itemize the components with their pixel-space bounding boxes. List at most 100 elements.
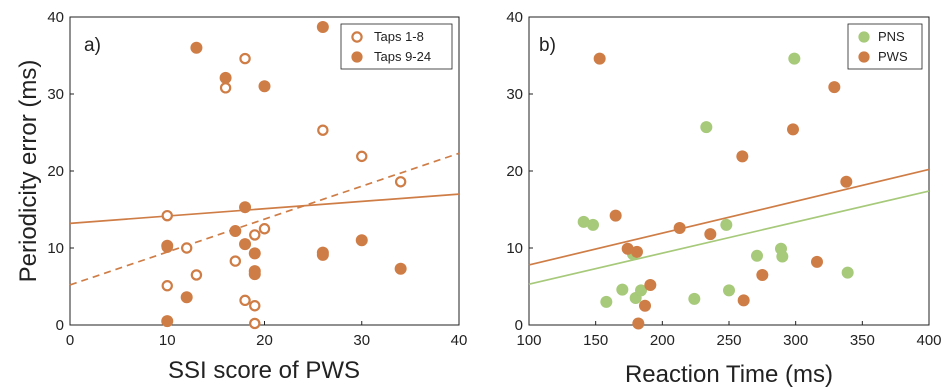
point-pns — [600, 295, 613, 308]
point-taps-9-24 — [190, 41, 203, 54]
point-pns — [841, 266, 854, 279]
y-tick-label: 20 — [506, 163, 523, 180]
legend-box-b — [847, 23, 923, 70]
point-pns — [635, 284, 647, 297]
trend-lines-b — [528, 168, 930, 286]
x-tick-label: 400 — [916, 332, 941, 349]
legend-b: PNS PWS — [847, 23, 923, 70]
point-taps-9-24 — [394, 262, 407, 275]
x-axis-label-b: Reaction Time (ms) — [625, 361, 833, 388]
x-axis-label-a: SSI score of PWS — [168, 357, 360, 384]
point-pws — [756, 268, 769, 281]
trend-lines-a — [69, 152, 460, 286]
point-pws — [673, 221, 686, 234]
point-pws — [787, 123, 799, 136]
point-taps-9-24 — [219, 71, 232, 84]
trend-line-pns — [528, 190, 930, 286]
legend-marker-taps-1-8 — [351, 31, 363, 43]
point-taps-9-24 — [248, 247, 261, 260]
point-pws — [840, 175, 853, 188]
x-tick-label: 30 — [353, 332, 370, 349]
trend-line-pws — [528, 168, 930, 266]
point-taps-1-8 — [356, 150, 368, 163]
y-tick-label: 0 — [515, 317, 523, 334]
legend-marker-pns — [858, 31, 870, 43]
point-taps-9-24 — [229, 225, 242, 238]
x-tick-label: 0 — [66, 332, 74, 349]
point-taps-9-24 — [258, 80, 271, 93]
point-pws — [609, 209, 622, 222]
point-pws — [631, 245, 643, 258]
y-tick-label: 10 — [47, 240, 64, 257]
point-pns — [788, 52, 801, 65]
x-tick-label: 100 — [516, 332, 541, 349]
x-tick-label: 350 — [850, 332, 875, 349]
point-pws — [632, 317, 645, 330]
point-taps-1-8 — [219, 82, 232, 94]
point-taps-9-24 — [180, 291, 193, 304]
y-tick-label: 30 — [47, 86, 64, 103]
point-pws — [621, 242, 634, 255]
point-pns — [720, 218, 733, 231]
x-ticks-a: 0 10 20 30 40 — [66, 321, 468, 349]
point-taps-1-8 — [161, 280, 173, 292]
y-ticks-a: 0 10 20 30 40 — [47, 9, 74, 334]
point-pns — [723, 284, 735, 297]
point-taps-1-8 — [317, 124, 329, 136]
legend-marker-pws — [858, 51, 870, 63]
point-taps-9-24 — [316, 248, 329, 261]
legend-a: Taps 1-8 Taps 9-24 — [340, 23, 453, 70]
point-taps-1-8 — [180, 242, 193, 254]
point-taps-1-8 — [239, 294, 251, 307]
x-tick-label: 150 — [583, 332, 608, 349]
y-tick-label: 0 — [56, 317, 64, 334]
panel-label-b: b) — [539, 35, 556, 56]
point-pws — [828, 81, 841, 94]
x-tick-label: 40 — [451, 332, 468, 349]
point-taps-1-8 — [394, 176, 407, 188]
point-taps-9-24 — [239, 201, 252, 214]
y-tick-label: 40 — [506, 9, 523, 26]
legend-label-pns: PNS — [878, 29, 905, 44]
point-pws — [704, 228, 717, 241]
point-pws — [737, 294, 750, 307]
point-taps-9-24 — [239, 238, 252, 251]
point-pws — [811, 255, 823, 268]
point-taps-1-8 — [239, 52, 251, 65]
x-tick-label: 300 — [783, 332, 808, 349]
point-pns — [700, 121, 713, 134]
point-taps-1-8 — [249, 229, 261, 241]
point-taps-1-8 — [161, 209, 173, 222]
point-taps-1-8 — [258, 223, 271, 235]
point-taps-9-24 — [161, 239, 174, 252]
point-pws — [593, 52, 606, 65]
point-taps-1-8 — [190, 269, 203, 281]
point-pws — [736, 150, 749, 163]
x-ticks-b: 100 150 200 250 300 350 400 — [516, 321, 942, 349]
x-tick-label: 10 — [159, 332, 176, 349]
y-tick-label: 40 — [47, 9, 64, 26]
points-a — [161, 21, 407, 330]
point-pns — [688, 292, 701, 305]
legend-label-pws: PWS — [878, 49, 908, 64]
point-pns — [776, 250, 789, 263]
point-pns — [751, 249, 763, 262]
point-taps-9-24 — [316, 21, 329, 34]
panel-label-a: a) — [84, 35, 101, 56]
point-taps-1-8 — [229, 255, 242, 267]
point-taps-9-24 — [248, 268, 261, 281]
legend-marker-taps-9-24 — [351, 51, 363, 63]
point-taps-1-8 — [249, 300, 261, 312]
point-pns — [587, 218, 599, 231]
y-tick-label: 30 — [506, 86, 523, 103]
x-tick-label: 20 — [256, 332, 273, 349]
y-tick-label: 20 — [47, 163, 64, 180]
x-tick-label: 200 — [650, 332, 675, 349]
y-tick-label: 10 — [506, 240, 523, 257]
y-ticks-b: 0 10 20 30 40 — [506, 9, 533, 334]
y-axis-label-a: Periodicity error (ms) — [15, 60, 42, 283]
point-taps-9-24 — [161, 315, 174, 328]
legend-label-taps-9-24: Taps 9-24 — [374, 49, 431, 64]
